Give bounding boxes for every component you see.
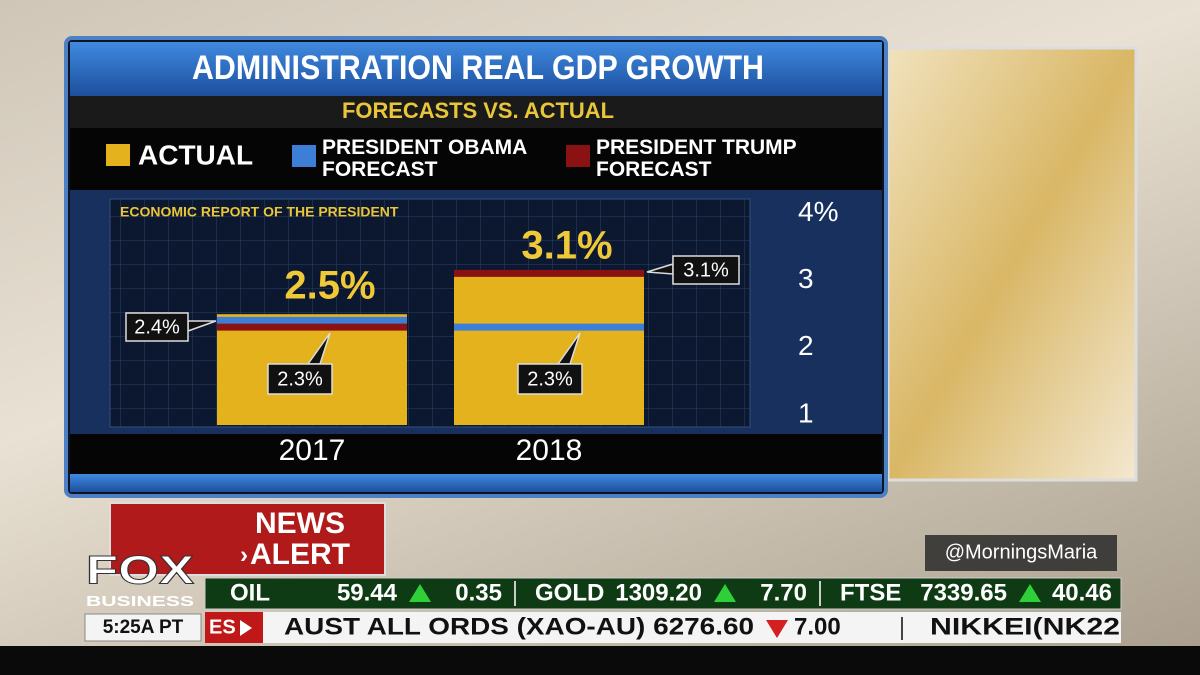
ticker-name: GOLD xyxy=(535,579,604,606)
ticker-name: OIL xyxy=(230,579,270,606)
plot-grid xyxy=(110,199,750,427)
legend-swatch xyxy=(292,145,316,167)
legend-label: PRESIDENT OBAMA FORECAST xyxy=(322,136,527,181)
clock-box xyxy=(84,613,202,642)
callout-box xyxy=(672,255,740,285)
ticker-change: 0.35 xyxy=(455,579,502,606)
legend-item: PRESIDENT OBAMA FORECAST xyxy=(292,137,537,181)
legend-bar xyxy=(70,128,882,190)
bar xyxy=(454,273,644,425)
value-label: 3.1% xyxy=(521,223,612,267)
news-alert-arrow: › xyxy=(240,541,248,568)
news-alert-text: NEWS xyxy=(255,507,345,540)
callout-box xyxy=(267,363,333,395)
legend-label: PRESIDENT TRUMP FORECAST xyxy=(596,136,797,181)
crawl-item: AUST ALL ORDS (XAO-AU) 6276.60 xyxy=(284,613,754,640)
crawl-tag-box xyxy=(205,612,263,643)
up-arrow xyxy=(409,584,431,602)
x-tick-label: 2017 xyxy=(279,434,346,467)
crawl-next: NIKKEI(NK22 xyxy=(930,613,1120,640)
chart-subtitle: FORECASTS VS. ACTUAL xyxy=(342,98,614,123)
crawl-bar xyxy=(205,612,1121,643)
value-label: 2.5% xyxy=(284,264,375,308)
crawl-arrow xyxy=(240,620,252,636)
ticker-price: 59.44 xyxy=(337,579,398,606)
callout-box xyxy=(125,312,189,342)
forecast-line xyxy=(454,323,644,331)
news-alert-box xyxy=(109,502,386,576)
crawl-change: 7.00 xyxy=(794,613,841,640)
callout-label: 2.4% xyxy=(134,316,180,338)
title-bar xyxy=(70,42,882,96)
ticker-price: 1309.20 xyxy=(615,579,702,606)
legend-label: ACTUAL xyxy=(138,139,254,171)
annotation: ECONOMIC REPORT OF THE PRESIDENT xyxy=(120,204,399,220)
legend-swatch xyxy=(566,145,590,167)
crawl-tag: ES xyxy=(209,616,236,638)
clock: 5:25A PT xyxy=(103,617,184,638)
y-tick-label: 2 xyxy=(798,330,814,361)
x-tick-label: 2018 xyxy=(516,434,583,467)
ticker-bar xyxy=(204,577,1122,610)
handle: @MorningsMaria xyxy=(945,541,1098,563)
ticker-change: 7.70 xyxy=(760,579,807,606)
callout-label: 2.3% xyxy=(527,368,573,390)
ticker-name: FTSE xyxy=(840,579,901,606)
bottom-band xyxy=(0,646,1200,675)
news-alert-text: ALERT xyxy=(250,538,350,571)
ticker-price: 7339.65 xyxy=(920,579,1007,606)
image-panel xyxy=(886,46,1138,482)
y-tick-label: 3 xyxy=(798,263,814,294)
up-arrow xyxy=(1019,584,1041,602)
logo: BUSINESS xyxy=(86,593,194,610)
handle-box xyxy=(925,535,1117,571)
logo: FOX xyxy=(86,549,194,593)
subtitle-bar xyxy=(70,96,882,128)
chart-title: ADMINISTRATION REAL GDP GROWTH xyxy=(192,49,764,87)
up-arrow xyxy=(714,584,736,602)
y-tick-label: 4% xyxy=(798,196,838,227)
down-arrow xyxy=(766,620,788,638)
x-axis-band xyxy=(70,434,882,474)
forecast-line xyxy=(454,269,644,277)
bottom-bar xyxy=(70,474,882,492)
ticker-change: 40.46 xyxy=(1052,579,1112,606)
legend-swatch xyxy=(106,144,130,167)
callout-box xyxy=(517,363,583,395)
callout-label: 2.3% xyxy=(277,368,323,390)
forecast-line xyxy=(217,316,407,324)
legend-item: ACTUAL xyxy=(106,141,351,169)
legend-item: PRESIDENT TRUMP FORECAST xyxy=(566,137,811,181)
forecast-line xyxy=(217,323,407,331)
y-tick-label: 1 xyxy=(798,397,814,428)
callout-label: 3.1% xyxy=(683,259,729,281)
